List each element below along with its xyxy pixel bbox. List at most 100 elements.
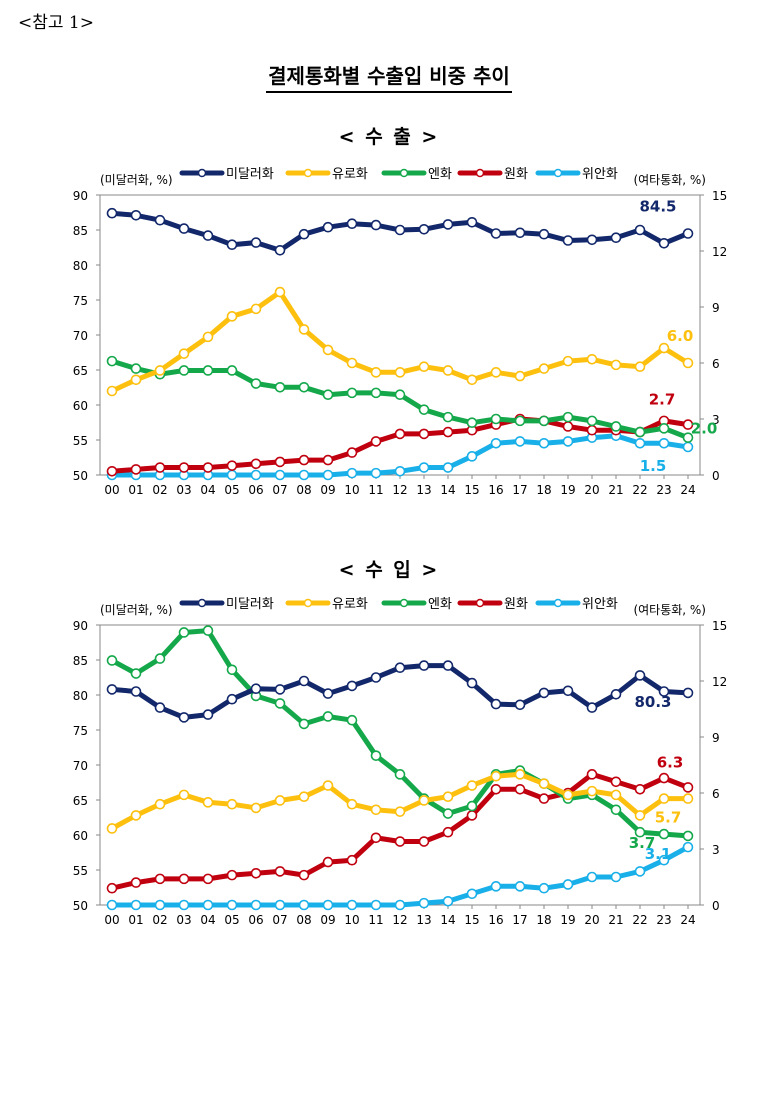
data-point-eur	[538, 778, 550, 789]
data-point-jpy	[370, 387, 382, 399]
data-point-eur	[442, 365, 454, 376]
data-point-cny	[562, 879, 574, 890]
legend-marker-cny	[553, 598, 563, 608]
legend-label-krw: 원화	[504, 597, 528, 612]
data-point-cny	[634, 437, 646, 449]
data-point-usd	[466, 216, 478, 228]
data-point-eur	[466, 780, 478, 791]
legend-label-krw: 원화	[504, 167, 528, 182]
data-point-eur	[634, 810, 646, 821]
data-point-krw	[130, 464, 142, 475]
x-tick-label: 17	[512, 913, 527, 927]
series-line-krw	[109, 416, 691, 474]
data-point-jpy	[130, 668, 142, 679]
data-point-usd	[442, 219, 454, 230]
data-point-jpy	[682, 830, 694, 842]
data-point-usd	[538, 687, 550, 699]
data-point-usd	[466, 677, 478, 689]
data-point-usd	[634, 670, 646, 681]
data-point-krw	[466, 810, 478, 821]
data-point-krw	[226, 869, 238, 881]
data-point-usd	[226, 693, 238, 705]
y-left-tick-label: 85	[73, 654, 88, 668]
x-tick-label: 12	[392, 483, 407, 497]
legend-label-cny: 위안화	[582, 597, 618, 612]
x-tick-label: 18	[536, 483, 551, 497]
data-point-eur	[418, 361, 430, 373]
x-tick-label: 24	[680, 483, 695, 497]
data-point-krw	[418, 428, 430, 440]
x-tick-label: 21	[608, 913, 623, 927]
data-point-eur	[658, 793, 670, 804]
data-point-krw	[394, 836, 406, 847]
data-point-cny	[514, 881, 526, 892]
data-point-eur	[106, 823, 118, 834]
data-point-cny	[250, 469, 262, 481]
data-point-krw	[442, 426, 454, 438]
end-value-label-cny: 1.5	[640, 457, 667, 475]
data-point-eur	[130, 374, 142, 386]
data-point-eur	[370, 367, 382, 378]
data-point-cny	[538, 882, 550, 894]
data-point-usd	[274, 245, 286, 256]
data-point-eur	[562, 355, 574, 367]
x-tick-label: 22	[632, 483, 647, 497]
legend-label-jpy: 엔화	[428, 597, 452, 612]
x-tick-label: 16	[488, 913, 503, 927]
data-point-eur	[202, 797, 214, 808]
data-point-jpy	[274, 698, 286, 709]
data-point-krw	[586, 769, 598, 780]
y-left-tick-label: 90	[73, 619, 88, 633]
data-point-usd	[514, 227, 526, 239]
data-point-jpy	[610, 804, 622, 816]
data-point-usd	[514, 699, 526, 711]
data-point-krw	[106, 882, 118, 894]
y-left-tick-label: 65	[73, 794, 88, 808]
data-point-usd	[394, 224, 406, 236]
data-point-cny	[370, 899, 382, 911]
data-point-cny	[298, 899, 310, 911]
x-tick-label: 09	[320, 913, 335, 927]
data-point-usd	[178, 712, 190, 723]
data-point-eur	[370, 804, 382, 816]
data-point-cny	[562, 436, 574, 447]
data-point-usd	[346, 218, 358, 230]
data-point-jpy	[610, 421, 622, 432]
y-left-tick-label: 75	[73, 294, 88, 308]
data-point-eur	[610, 359, 622, 371]
data-point-krw	[202, 873, 214, 885]
data-point-cny	[658, 854, 670, 866]
y-left-tick-label: 60	[73, 829, 88, 843]
data-point-eur	[346, 357, 358, 369]
data-point-jpy	[394, 389, 406, 401]
data-point-krw	[130, 877, 142, 888]
data-point-krw	[106, 465, 118, 477]
data-point-usd	[586, 234, 598, 246]
data-point-cny	[682, 841, 694, 853]
data-point-usd	[178, 223, 190, 234]
legend-label-usd: 미달러화	[226, 167, 274, 182]
data-point-krw	[274, 456, 286, 468]
data-point-usd	[658, 238, 670, 249]
data-point-cny	[250, 899, 262, 911]
data-point-jpy	[298, 718, 310, 730]
y-right-axis-label: (여타통화, %)	[633, 603, 706, 617]
data-point-usd	[586, 702, 598, 713]
data-point-cny	[274, 899, 286, 911]
data-point-usd	[610, 689, 622, 700]
data-point-usd	[682, 228, 694, 239]
data-point-jpy	[658, 423, 670, 434]
y-right-tick-label: 15	[712, 619, 727, 633]
data-point-krw	[226, 460, 238, 471]
data-point-jpy	[658, 828, 670, 840]
data-point-cny	[466, 451, 478, 462]
data-point-jpy	[178, 627, 190, 638]
end-value-label-jpy: 3.7	[629, 834, 656, 852]
data-point-cny	[634, 866, 646, 877]
data-point-usd	[274, 684, 286, 695]
x-tick-label: 11	[368, 483, 383, 497]
data-point-usd	[682, 687, 694, 699]
end-value-label-usd: 84.5	[639, 198, 676, 216]
data-point-cny	[322, 899, 334, 911]
